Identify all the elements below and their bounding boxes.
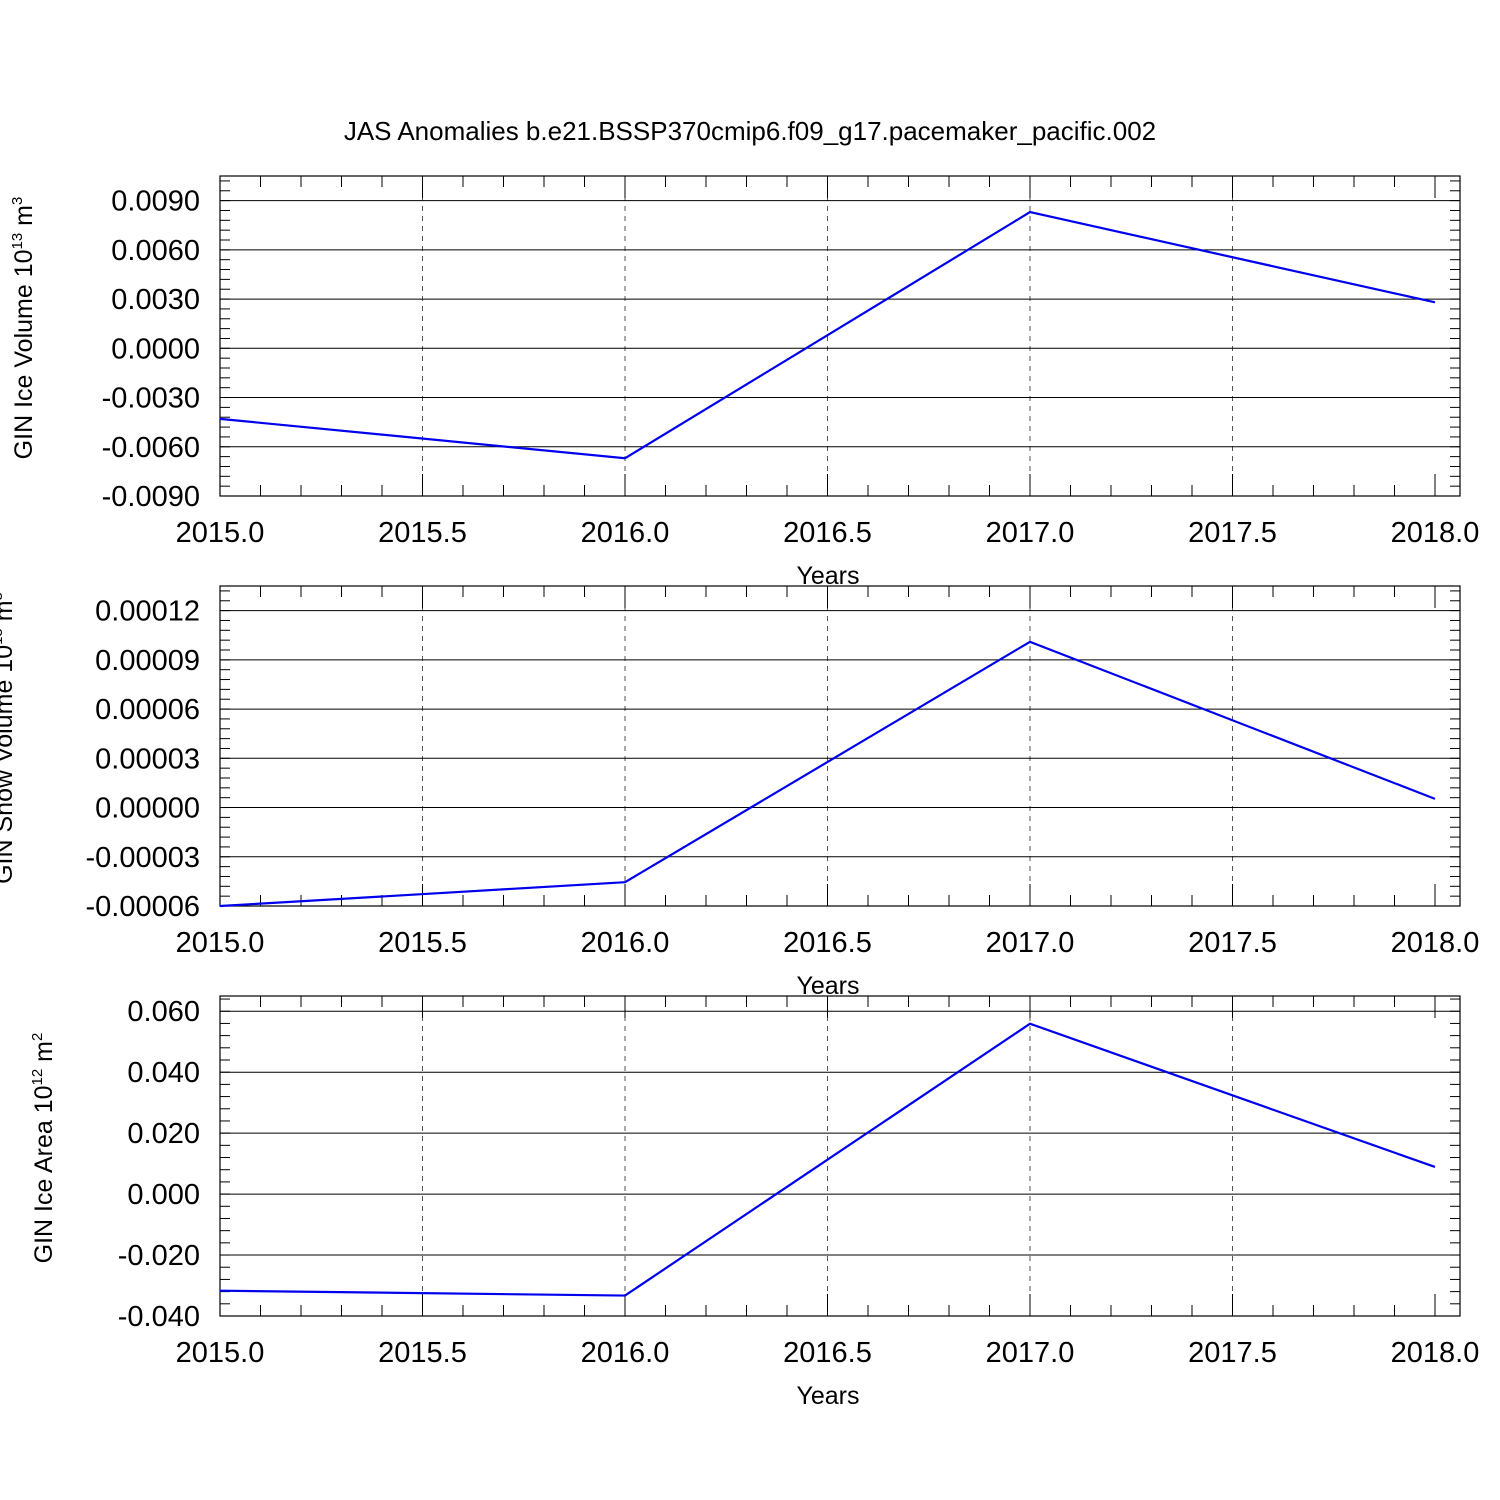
x-tick-label: 2018.0 [1391,927,1480,959]
x-tick-label: 2017.5 [1188,1337,1277,1369]
y-tick-label: 0.0030 [111,284,200,316]
y-tick-label: 0.00003 [95,743,200,775]
series-line [219,1022,1436,1297]
chart-panel-3: 2015.0 2015.5 2016.0 2016.5 2017.0 2017.5 2018… [29,995,1480,1410]
y-tick-label: 0.0000 [111,333,200,365]
y-tick-label: 0.00006 [95,694,200,726]
y-tick-label: 0.00012 [95,596,200,628]
x-axis-title: Years [796,972,859,1000]
y-tick-label: -0.0030 [102,383,200,415]
y-axis-title: GIN Snow Volume 1013 m3 [0,592,18,884]
x-axis-title: Years [796,562,859,590]
x-tick-label: 2016.0 [581,1337,670,1369]
y-tick-label: -0.0060 [102,432,200,464]
y-tick-label: 0.060 [127,996,200,1028]
x-tick-label: 2017.5 [1188,517,1277,549]
x-tick-label: 2017.0 [986,927,1075,959]
x-tick-label: 2015.5 [378,1337,467,1369]
plot-frame [219,585,1461,907]
x-tick-label: 2016.0 [581,517,670,549]
x-tick-label: 2015.5 [378,927,467,959]
x-tick-label: 2015.5 [378,517,467,549]
y-axis-title: GIN Ice Volume 1013 m3 [9,197,38,460]
x-tick-label: 2015.0 [176,1337,265,1369]
y-tick-label: 0.020 [127,1118,200,1150]
x-tick-label: 2017.0 [986,517,1075,549]
x-tick-label: 2016.0 [581,927,670,959]
y-tick-label: 0.0060 [111,235,200,267]
x-tick-label: 2017.0 [986,1337,1075,1369]
y-tick-label: 0.00000 [95,793,200,825]
chart-panel-1: 2015.0 2015.5 2016.0 2016.5 2017.0 2017.5 2018… [9,175,1480,590]
y-tick-label: -0.0090 [102,481,200,513]
x-axis-title: Years [796,1382,859,1410]
plot-frame [219,175,1461,497]
y-axis-title: GIN Ice Area 1012 m2 [29,1033,58,1264]
y-tick-label: 0.040 [127,1057,200,1089]
plot-frame [219,995,1461,1317]
x-tick-label: 2016.5 [783,1337,872,1369]
x-tick-label: 2015.0 [176,927,265,959]
x-tick-label: 2016.5 [783,517,872,549]
y-tick-label: -0.040 [118,1301,200,1333]
x-tick-label: 2015.0 [176,517,265,549]
x-tick-label: 2016.5 [783,927,872,959]
x-tick-label: 2017.5 [1188,927,1277,959]
y-tick-label: 0.000 [127,1179,200,1211]
series-line [219,210,1436,460]
y-tick-label: -0.00006 [86,891,201,923]
x-tick-label: 2018.0 [1391,1337,1480,1369]
panels: 2015.0 2015.5 2016.0 2016.5 2017.0 2017.5 2018… [0,175,1480,1410]
y-tick-label: -0.00003 [86,842,201,874]
chart-panel-2: 2015.0 2015.5 2016.0 2016.5 2017.0 2017.5 2018… [0,585,1480,1000]
y-tick-label: 0.0090 [111,186,200,218]
figure-title: JAS Anomalies b.e21.BSSP370cmip6.f09_g17… [344,116,1156,146]
x-tick-label: 2018.0 [1391,517,1480,549]
y-tick-label: 0.00009 [95,645,200,677]
y-tick-label: -0.020 [118,1240,200,1272]
series-line [219,640,1436,908]
